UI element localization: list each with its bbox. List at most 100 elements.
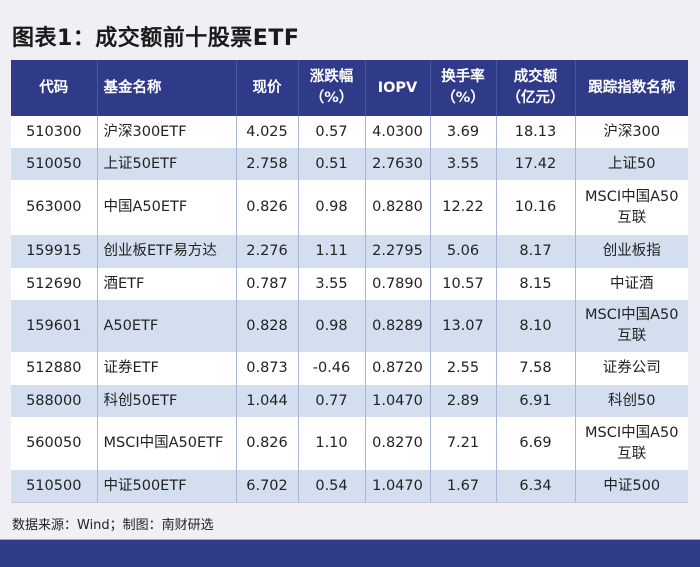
cell-name: 沪深300ETF — [96, 116, 236, 148]
header-fund-name: 基金名称 — [96, 60, 236, 116]
table-row: 588000 科创50ETF 1.044 0.77 1.0470 2.89 6.91 科创50 — [11, 385, 688, 417]
cell-price: 0.826 — [235, 180, 298, 235]
cell-code: 588000 — [11, 385, 97, 417]
cell-iopv: 0.8270 — [364, 417, 430, 470]
index-name-line2: 互联 — [617, 328, 647, 344]
index-name-line1: 创业板指 — [602, 243, 661, 259]
cell-index: 沪深300 — [574, 116, 688, 148]
header-change: 涨跌幅 （%） — [297, 60, 365, 116]
cell-turnover: 10.57 — [429, 268, 496, 300]
cell-code: 560050 — [11, 417, 97, 470]
cell-index: 创业板指 — [574, 235, 688, 268]
cell-price: 0.826 — [235, 417, 298, 470]
cell-change: 0.98 — [297, 180, 365, 235]
cell-volume: 6.91 — [495, 385, 575, 417]
header-iopv: IOPV — [364, 60, 430, 116]
cell-turnover: 3.55 — [429, 148, 496, 180]
cell-code: 159915 — [11, 235, 97, 268]
cell-code: 563000 — [11, 180, 97, 235]
index-name-line1: MSCI中国A50 — [585, 307, 679, 323]
cell-index: 证券公司 — [574, 352, 688, 385]
cell-index: 科创50 — [574, 385, 688, 417]
cell-change: 0.57 — [297, 116, 365, 148]
cell-change: 0.77 — [297, 385, 365, 417]
header-turnover: 换手率 （%） — [429, 60, 496, 116]
cell-code: 512690 — [11, 268, 97, 300]
table-row: 159915 创业板ETF易方达 2.276 1.11 2.2795 5.06 8.17 创业… — [11, 235, 688, 268]
cell-name: MSCI中国A50ETF — [96, 417, 236, 470]
cell-volume: 8.17 — [495, 235, 575, 268]
table-row: 512880 证券ETF 0.873 -0.46 0.8720 2.55 7.58 证券公司 — [11, 352, 688, 385]
table-row: 159601 A50ETF 0.828 0.98 0.8289 13.07 8.10 MSCI… — [11, 300, 688, 352]
cell-price: 0.787 — [235, 268, 298, 300]
cell-iopv: 1.0470 — [364, 470, 430, 502]
cell-index: MSCI中国A50 互联 — [574, 180, 688, 235]
header-index: 跟踪指数名称 — [574, 60, 688, 116]
cell-price: 0.873 — [235, 352, 298, 385]
table-row: 560050 MSCI中国A50ETF 0.826 1.10 0.8270 7.21 6.6… — [11, 417, 688, 470]
cell-index: 上证50 — [574, 148, 688, 180]
figure-title: 图表1：成交额前十股票ETF — [12, 26, 300, 51]
header-price: 现价 — [235, 60, 298, 116]
cell-iopv: 0.8720 — [364, 352, 430, 385]
index-name-line1: 中证酒 — [610, 275, 654, 292]
cell-turnover: 1.67 — [429, 470, 496, 502]
cell-index: MSCI中国A50 互联 — [574, 300, 688, 352]
cell-iopv: 2.7630 — [364, 148, 430, 180]
cell-change: 0.51 — [297, 148, 365, 180]
index-name-line1: 科创50 — [608, 392, 656, 409]
cell-price: 2.758 — [235, 148, 298, 180]
cell-code: 159601 — [11, 300, 97, 352]
cell-name: 证券ETF — [96, 352, 236, 385]
cell-change: 3.55 — [297, 268, 365, 300]
cell-turnover: 7.21 — [429, 417, 496, 470]
cell-iopv: 2.2795 — [364, 235, 430, 268]
table-row: 510050 上证50ETF 2.758 0.51 2.7630 3.55 17.42 上证5… — [11, 148, 688, 180]
table-row: 510300 沪深300ETF 4.025 0.57 4.0300 3.69 18.13 沪深… — [11, 116, 688, 148]
cell-code: 512880 — [11, 352, 97, 385]
cell-name: 中证500ETF — [96, 470, 236, 502]
cell-price: 6.702 — [235, 470, 298, 502]
cell-code: 510500 — [11, 470, 97, 502]
cell-iopv: 0.7890 — [364, 268, 430, 300]
cell-volume: 7.58 — [495, 352, 575, 385]
cell-volume: 17.42 — [495, 148, 575, 180]
header-row: 代码 基金名称 现价 涨跌幅 （%） IOPV 换手率 （%） 成交额 （亿元） 跟踪… — [11, 60, 688, 116]
cell-volume: 8.15 — [495, 268, 575, 300]
index-name-line2: 互联 — [617, 209, 647, 226]
index-name-line2: 互联 — [617, 445, 647, 462]
table-row: 563000 中国A50ETF 0.826 0.98 0.8280 12.22 10.16 M… — [11, 180, 688, 235]
cell-volume: 18.13 — [495, 116, 575, 148]
bottom-bar — [0, 539, 700, 567]
index-name-line1: 中证500 — [603, 477, 661, 494]
header-volume: 成交额 （亿元） — [495, 60, 575, 116]
cell-index: 中证500 — [574, 470, 688, 502]
cell-change: 1.11 — [297, 235, 365, 268]
cell-volume: 6.69 — [495, 417, 575, 470]
cell-price: 4.025 — [235, 116, 298, 148]
cell-turnover: 13.07 — [429, 300, 496, 352]
cell-iopv: 4.0300 — [364, 116, 430, 148]
cell-price: 1.044 — [235, 385, 298, 417]
etf-table: 代码 基金名称 现价 涨跌幅 （%） IOPV 换手率 （%） 成交额 （亿元） 跟踪… — [11, 60, 688, 502]
cell-turnover: 2.89 — [429, 385, 496, 417]
table-row: 510500 中证500ETF 6.702 0.54 1.0470 1.67 6.34 中证5… — [11, 470, 688, 502]
cell-volume: 8.10 — [495, 300, 575, 352]
index-name-line1: MSCI中国A50 — [585, 188, 679, 205]
cell-name: A50ETF — [96, 300, 236, 352]
cell-turnover: 2.55 — [429, 352, 496, 385]
index-name-line1: 沪深300 — [603, 123, 661, 140]
cell-volume: 10.16 — [495, 180, 575, 235]
cell-name: 创业板ETF易方达 — [96, 235, 236, 268]
index-name-line1: MSCI中国A50 — [585, 424, 679, 441]
cell-name: 科创50ETF — [96, 385, 236, 417]
cell-turnover: 3.69 — [429, 116, 496, 148]
divider — [11, 502, 688, 503]
cell-iopv: 0.8280 — [364, 180, 430, 235]
cell-volume: 6.34 — [495, 470, 575, 502]
cell-price: 0.828 — [235, 300, 298, 352]
index-name-line1: 上证50 — [608, 155, 656, 172]
cell-name: 中国A50ETF — [96, 180, 236, 235]
index-name-line1: 证券公司 — [602, 360, 661, 376]
cell-code: 510050 — [11, 148, 97, 180]
